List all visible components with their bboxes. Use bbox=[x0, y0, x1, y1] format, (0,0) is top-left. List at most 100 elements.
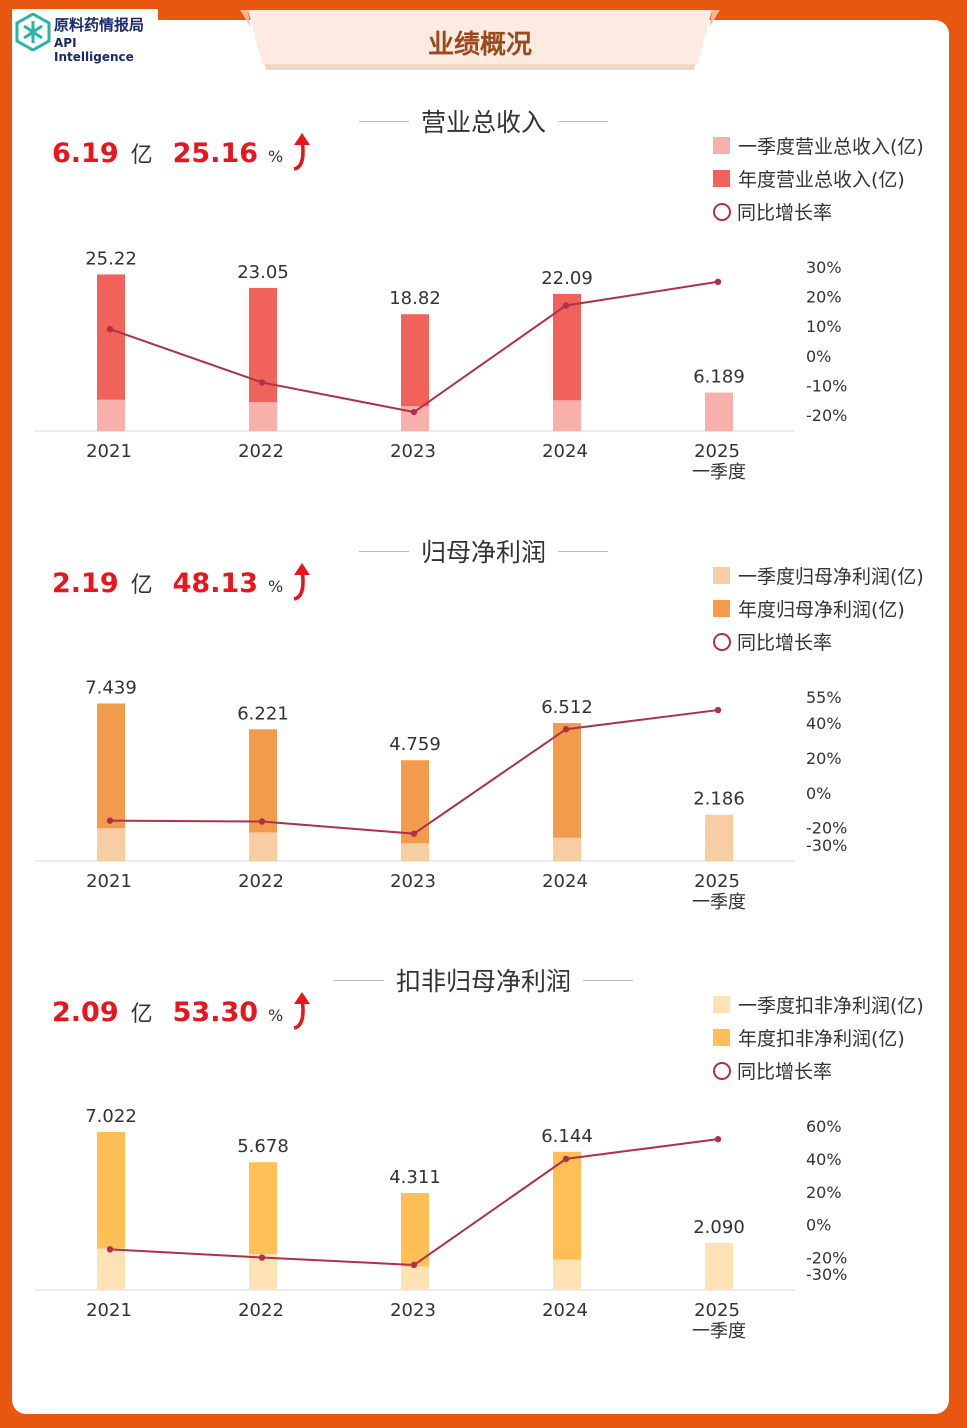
yoy-point bbox=[106, 817, 114, 824]
x-tick-label: 2021 bbox=[86, 1300, 132, 1321]
up-arrow-icon bbox=[293, 563, 310, 601]
summary-growth: 25.16 bbox=[172, 138, 259, 169]
yoy-point bbox=[106, 1246, 114, 1253]
bar-q1 bbox=[97, 399, 125, 431]
chart-deducted-net-profit: 7.022 2021 5.678 2022 4.311 2023 6.144 2024 2.09… bbox=[35, 1106, 847, 1342]
data-label: 2.186 bbox=[693, 789, 745, 810]
x-tick-label: 2022 bbox=[238, 441, 284, 462]
report-card bbox=[12, 20, 949, 1414]
legend: 一季度归母净利润(亿) 年度归母净利润(亿) 同比增长率 bbox=[713, 559, 924, 658]
bar-q1 bbox=[97, 828, 125, 861]
summary-pct-unit: % bbox=[268, 147, 284, 166]
summary-value: 6.19 bbox=[52, 138, 119, 169]
summary-line: 2.09 亿 53.30% bbox=[52, 992, 310, 1036]
yoy-point bbox=[106, 325, 114, 333]
legend-item-annual: 年度扣非净利润(亿) bbox=[713, 1021, 924, 1054]
y2-tick-label: 0% bbox=[806, 784, 831, 803]
yoy-point bbox=[714, 278, 722, 285]
yoy-point bbox=[562, 1155, 570, 1163]
y2-tick-label: 10% bbox=[806, 317, 842, 336]
chart-revenue: 25.22 2021 23.05 2022 18.82 2023 22.09 2024 6.18… bbox=[35, 248, 847, 483]
summary-unit: 亿 bbox=[130, 143, 153, 168]
title-banner bbox=[240, 10, 720, 70]
legend: 一季度扣非净利润(亿) 年度扣非净利润(亿) 同比增长率 bbox=[713, 988, 924, 1087]
section-net-profit: 归母净利润 2.19 亿 48.13% 一季度归母净利润(亿) 年度归母净利润(亿)… bbox=[0, 533, 967, 953]
y2-tick-label: 0% bbox=[806, 347, 831, 366]
yoy-point bbox=[562, 302, 570, 309]
snowflake-logo-icon bbox=[15, 13, 51, 51]
bar-q1 bbox=[401, 1266, 429, 1290]
x-tick-label: 2023 bbox=[390, 1300, 436, 1321]
up-arrow-icon bbox=[293, 133, 310, 171]
x-tick-label: 2023 bbox=[390, 871, 436, 892]
x-tick-label: 一季度 bbox=[692, 892, 746, 913]
y2-tick-label: 20% bbox=[806, 749, 842, 768]
y2-tick-label: 55% bbox=[806, 688, 842, 707]
bar-q1 bbox=[249, 832, 277, 861]
legend-item-yoy: 同比增长率 bbox=[713, 625, 924, 658]
y2-tick-label: 40% bbox=[806, 714, 842, 733]
yoy-point bbox=[714, 1135, 722, 1143]
legend-item-yoy: 同比增长率 bbox=[713, 195, 924, 228]
bar-q1 bbox=[705, 1242, 733, 1290]
data-label: 25.22 bbox=[85, 248, 137, 269]
bar-q1 bbox=[401, 843, 429, 861]
yoy-point bbox=[258, 818, 266, 825]
yoy-point bbox=[410, 830, 418, 837]
brand-name-en: API Intelligence bbox=[54, 36, 134, 64]
x-tick-label: 2023 bbox=[390, 441, 436, 462]
summary-pct-unit: % bbox=[268, 1006, 284, 1025]
x-tick-label: 一季度 bbox=[692, 462, 746, 483]
data-label: 18.82 bbox=[389, 288, 441, 309]
summary-value: 2.09 bbox=[52, 997, 119, 1028]
data-label: 5.678 bbox=[237, 1136, 289, 1157]
bar-q1 bbox=[249, 402, 277, 431]
legend-item-annual: 年度营业总收入(亿) bbox=[713, 162, 924, 195]
brand-name-cn: 原料药情报局 bbox=[54, 16, 145, 34]
x-tick-label: 2025 bbox=[694, 1300, 740, 1321]
data-label: 6.512 bbox=[541, 697, 593, 718]
brand-logo: 原料药情报局 API Intelligence bbox=[12, 9, 158, 64]
yoy-point bbox=[562, 726, 570, 733]
x-tick-label: 2024 bbox=[542, 1300, 588, 1321]
y2-tick-label: -20% bbox=[806, 819, 847, 838]
summary-growth: 48.13 bbox=[172, 568, 259, 599]
section-deducted-net-profit: 扣非归母净利润 2.09 亿 53.30% 一季度扣非净利润(亿) 年度扣非净利润(… bbox=[0, 962, 967, 1382]
bar-q1 bbox=[705, 392, 733, 431]
summary-line: 6.19 亿 25.16% bbox=[52, 133, 310, 177]
x-tick-label: 2025 bbox=[694, 871, 740, 892]
summary-value: 2.19 bbox=[52, 568, 119, 599]
data-label: 4.311 bbox=[389, 1167, 441, 1188]
data-label: 23.05 bbox=[237, 262, 289, 283]
yoy-point bbox=[258, 379, 266, 386]
y2-tick-label: 0% bbox=[806, 1216, 831, 1235]
up-arrow-icon bbox=[293, 992, 310, 1030]
summary-unit: 亿 bbox=[130, 1002, 153, 1027]
yoy-point bbox=[410, 408, 418, 416]
data-label: 6.144 bbox=[541, 1126, 593, 1147]
x-tick-label: 一季度 bbox=[692, 1321, 746, 1342]
summary-growth: 53.30 bbox=[172, 997, 259, 1028]
y2-tick-label: 20% bbox=[806, 1183, 842, 1202]
legend-item-annual: 年度归母净利润(亿) bbox=[713, 592, 924, 625]
data-label: 6.189 bbox=[693, 367, 745, 388]
y2-tick-label: 40% bbox=[806, 1150, 842, 1169]
x-tick-label: 2025 bbox=[694, 441, 740, 462]
section-revenue: 营业总收入 6.19 亿 25.16% 一季度营业总收入(亿) 年度营业总收入(亿)… bbox=[0, 103, 967, 523]
summary-unit: 亿 bbox=[130, 573, 153, 598]
x-tick-label: 2024 bbox=[542, 441, 588, 462]
summary-pct-unit: % bbox=[268, 577, 284, 596]
legend-item-q1: 一季度营业总收入(亿) bbox=[713, 129, 924, 162]
data-label: 22.09 bbox=[541, 268, 593, 289]
x-tick-label: 2022 bbox=[238, 871, 284, 892]
y2-tick-label: -20% bbox=[806, 1249, 847, 1268]
x-tick-label: 2021 bbox=[86, 871, 132, 892]
data-label: 4.759 bbox=[389, 734, 441, 755]
summary-line: 2.19 亿 48.13% bbox=[52, 563, 310, 607]
legend-item-yoy: 同比增长率 bbox=[713, 1054, 924, 1087]
page-title: 业绩概况 bbox=[427, 30, 532, 60]
legend-item-q1: 一季度归母净利润(亿) bbox=[713, 559, 924, 592]
bar-q1 bbox=[553, 1259, 581, 1290]
section-title: 扣非归母净利润 bbox=[0, 962, 967, 998]
bar-q1 bbox=[705, 814, 733, 861]
